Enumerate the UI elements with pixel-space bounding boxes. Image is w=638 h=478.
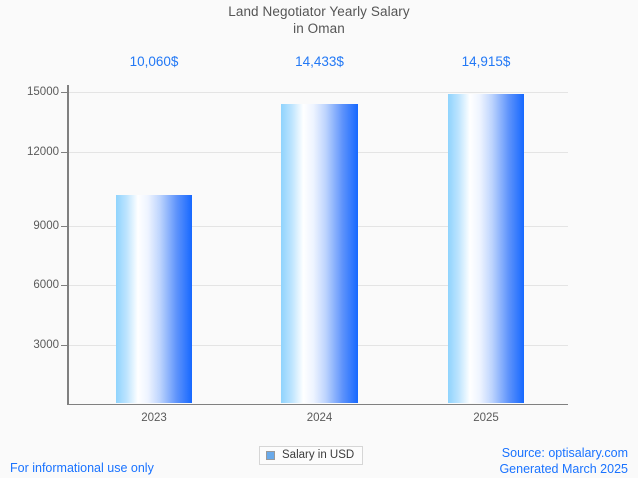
y-tick-mark-6000: [61, 285, 68, 286]
bar-2023[interactable]: [116, 194, 192, 404]
y-tick-label-12000: 12000: [27, 146, 59, 158]
bar-2025[interactable]: [448, 93, 524, 404]
legend-swatch-icon: [266, 451, 275, 460]
y-tick-label-3000: 3000: [33, 339, 59, 351]
y-tick-mark-12000: [61, 152, 68, 153]
bar-value-label-2023: 10,060$: [129, 54, 179, 69]
y-tick-label-9000: 9000: [33, 220, 59, 232]
y-tick-mark-3000: [61, 345, 68, 346]
bar-value-label-2024: 14,433$: [295, 54, 344, 69]
chart-legend[interactable]: Salary in USD: [259, 446, 364, 465]
x-tick-label-2023: 2023: [141, 412, 167, 424]
source-text: Source: optisalary.com: [501, 446, 628, 460]
chart-title-line-1: Land Negotiator Yearly Salary: [228, 4, 410, 19]
bar-value-label-2025: 14,915$: [461, 54, 511, 69]
gridline-15000: [68, 92, 568, 93]
chart-title: Land Negotiator Yearly Salary in Oman: [0, 3, 638, 37]
y-tick-mark-15000: [61, 92, 68, 93]
x-axis-line: [67, 403, 568, 405]
y-tick-mark-9000: [61, 226, 68, 227]
bar-2024[interactable]: [281, 103, 358, 404]
x-tick-label-2024: 2024: [306, 412, 333, 424]
disclaimer-text: For informational use only: [10, 461, 154, 475]
legend-label-salary: Salary in USD: [282, 448, 355, 461]
y-tick-label-6000: 6000: [33, 279, 59, 291]
source-block: Source: optisalary.com Generated March 2…: [499, 446, 628, 477]
y-axis-line: [67, 85, 69, 405]
chart-title-line-2: in Oman: [293, 21, 345, 36]
generated-text: Generated March 2025: [499, 461, 628, 476]
x-tick-label-2025: 2025: [473, 412, 499, 424]
y-tick-label-15000: 15000: [27, 86, 59, 98]
